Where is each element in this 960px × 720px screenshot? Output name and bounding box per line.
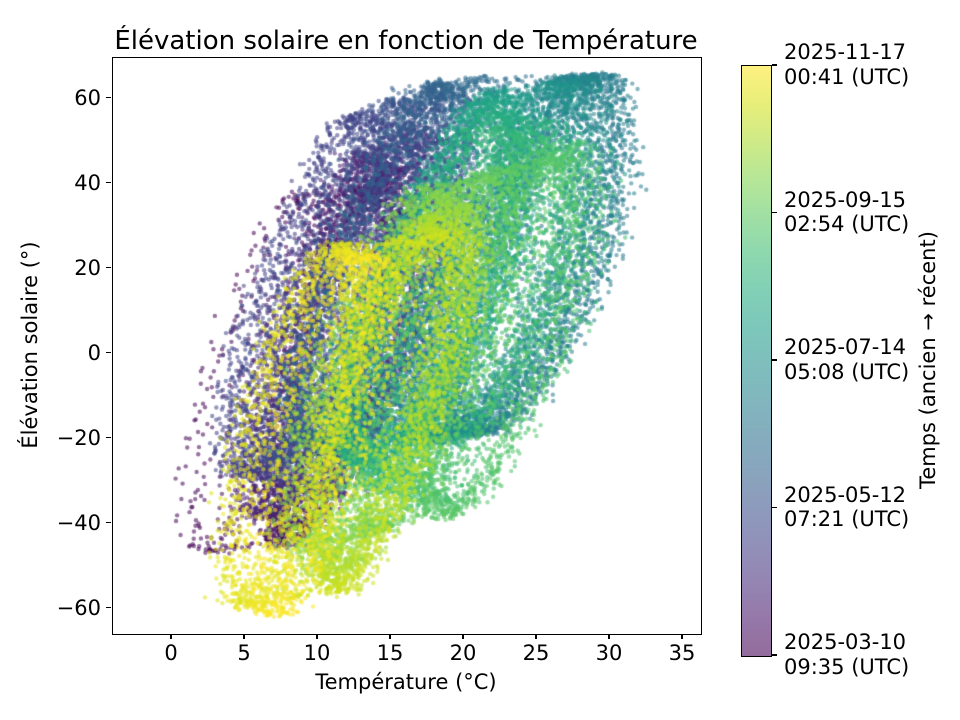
x-tick-label: 0 — [164, 641, 178, 665]
colorbar-tick-mark — [772, 64, 777, 66]
y-tick-mark — [106, 267, 111, 269]
y-tick-mark — [106, 522, 111, 524]
y-tick-label: 40 — [74, 170, 101, 195]
x-tick-mark — [170, 634, 172, 639]
colorbar-tick-time: 09:35 (UTC) — [784, 655, 910, 679]
scatter-canvas — [113, 58, 701, 634]
x-tick-mark — [681, 634, 683, 639]
y-tick-label: −40 — [56, 510, 101, 535]
y-tick-label: −60 — [56, 595, 101, 620]
y-tick-mark — [106, 352, 111, 354]
y-tick-label: 60 — [74, 85, 101, 110]
y-tick-label: 20 — [74, 255, 101, 280]
x-tick-mark — [462, 634, 464, 639]
chart-title: Élévation solaire en fonction de Tempéra… — [114, 26, 698, 56]
x-tick-label: 30 — [595, 641, 623, 665]
y-tick-mark — [106, 607, 111, 609]
colorbar-tick-label: 2025-03-10 09:35 (UTC) — [784, 630, 909, 680]
colorbar-tick-date: 2025-03-10 — [784, 630, 907, 655]
y-tick-mark — [106, 437, 111, 439]
colorbar-tick-date: 2025-11-17 — [784, 40, 907, 65]
x-tick-label: 15 — [376, 641, 404, 665]
colorbar-tick-mark — [772, 359, 777, 361]
colorbar-tick-label: 2025-07-14 05:08 (UTC) — [784, 335, 909, 385]
colorbar-tick-time: 05:08 (UTC) — [784, 360, 910, 384]
colorbar-tick-time: 02:54 (UTC) — [784, 212, 910, 237]
colorbar-tick-date: 2025-09-15 — [784, 187, 907, 212]
colorbar-tick-mark — [772, 506, 777, 509]
y-tick-label: −20 — [56, 425, 101, 450]
x-tick-mark — [535, 634, 537, 639]
colorbar — [741, 65, 772, 657]
colorbar-tick-mark — [772, 654, 777, 656]
colorbar-tick-label: 2025-09-15 02:54 (UTC) — [784, 188, 909, 238]
x-tick-label: 35 — [668, 641, 696, 665]
colorbar-tick-mark — [772, 211, 777, 214]
y-tick-mark — [106, 182, 111, 184]
y-tick-label: 0 — [87, 340, 101, 365]
colorbar-tick-date: 2025-05-12 — [784, 482, 907, 507]
x-tick-mark — [316, 634, 318, 639]
x-tick-label: 25 — [522, 641, 550, 665]
x-tick-mark — [389, 634, 391, 639]
x-tick-label: 5 — [237, 641, 251, 665]
y-tick-mark — [106, 97, 111, 99]
colorbar-gradient-canvas — [742, 66, 771, 656]
colorbar-label: Temps (ancien → récent) — [916, 231, 940, 489]
colorbar-tick-label: 2025-05-12 07:21 (UTC) — [784, 483, 909, 533]
x-tick-mark — [608, 634, 610, 639]
x-tick-label: 20 — [449, 641, 477, 665]
x-tick-label: 10 — [303, 641, 331, 665]
colorbar-tick-label: 2025-11-17 00:41 (UTC) — [784, 40, 909, 90]
plot-area — [112, 57, 702, 635]
x-tick-mark — [243, 634, 245, 639]
colorbar-tick-time: 07:21 (UTC) — [784, 507, 910, 532]
colorbar-tick-date: 2025-07-14 — [784, 335, 907, 360]
colorbar-tick-time: 00:41 (UTC) — [784, 65, 910, 89]
x-axis-label: Température (°C) — [315, 670, 497, 694]
